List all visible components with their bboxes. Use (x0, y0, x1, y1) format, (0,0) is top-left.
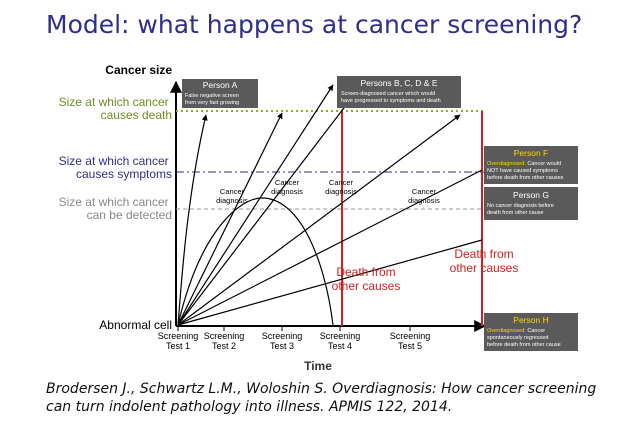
svg-text:Person F: Person F (514, 148, 549, 158)
svg-text:No cancer diagnosis before: No cancer diagnosis before (487, 203, 554, 209)
y-axis-label: Cancer size (105, 63, 172, 77)
page-title: Model: what happens at cancer screening? (46, 10, 583, 39)
svg-text:death from other cause: death from other cause (487, 210, 544, 216)
death-threshold-label: Size at which cancer causes death (59, 95, 172, 122)
svg-text:Overdiagnosed: Cancer: Overdiagnosed: Cancer (487, 328, 545, 334)
growth-line-f (177, 169, 483, 326)
svg-text:have progressed to symptoms an: have progressed to symptoms and death (341, 98, 441, 104)
diagnosis-label-4: Cancer diagnosis (408, 187, 440, 205)
origin-label: Abnormal cell (99, 318, 172, 332)
svg-text:False negative screen: False negative screen (185, 93, 239, 99)
test-label-1: Screening Test 1 (158, 331, 199, 351)
growth-line-c (177, 84, 334, 326)
diagnosis-label-1: Cancer diagnosis (216, 187, 248, 205)
x-axis-label: Time (304, 359, 332, 373)
person-g-box: Person G No cancer diagnosis before deat… (484, 187, 578, 220)
growth-line-b (177, 112, 283, 326)
death-other-label-2: Death from other causes (450, 247, 519, 275)
symptoms-threshold-label: Size at which cancer causes symptoms (59, 154, 172, 181)
svg-text:Screen-diagnosed cancer which: Screen-diagnosed cancer which would (341, 91, 435, 97)
test-label-5: Screening Test 5 (390, 331, 431, 351)
growth-line-e (177, 114, 461, 326)
svg-text:spontaneously regressed: spontaneously regressed (487, 335, 548, 341)
svg-text:Person A: Person A (203, 80, 238, 90)
test-label-4: Screening Test 4 (320, 331, 361, 351)
svg-text:Person G: Person G (513, 190, 549, 200)
regression-curve-person-h (177, 197, 334, 326)
person-a-box: Person A False negative screen from very… (182, 79, 258, 108)
growth-curve-person-a (177, 114, 208, 326)
person-h-box: Person H Overdiagnosed: Cancer spontaneo… (484, 313, 578, 351)
svg-text:before death from other cause: before death from other cause (487, 342, 561, 348)
growth-line-d (177, 82, 364, 326)
person-f-box: Person F Overdiagnosed: Cancer would NOT… (484, 146, 578, 184)
person-bcde-box: Persons B, C, D & E Screen-diagnosed can… (337, 76, 461, 108)
svg-text:Person H: Person H (513, 315, 548, 325)
test-label-2: Screening Test 2 (204, 331, 245, 351)
svg-text:from very fast growing: from very fast growing (185, 100, 239, 106)
death-other-label-1: Death from other causes (332, 265, 401, 293)
diagnosis-label-2: Cancer diagnosis (271, 178, 303, 196)
test-label-3: Screening Test 3 (262, 331, 303, 351)
detected-threshold-label: Size at which cancer can be detected (59, 195, 172, 222)
svg-text:Overdiagnosed: Cancer would: Overdiagnosed: Cancer would (487, 161, 561, 167)
svg-text:Persons B, C, D & E: Persons B, C, D & E (361, 78, 438, 88)
growth-line-g (177, 239, 483, 326)
diagnosis-label-3: Cancer diagnosis (325, 178, 357, 196)
svg-text:NOT have caused symptoms: NOT have caused symptoms (487, 168, 558, 174)
svg-text:before death from other causes: before death from other causes (487, 175, 564, 181)
citation: Brodersen J., Schwartz L.M., Woloshin S.… (46, 381, 597, 415)
